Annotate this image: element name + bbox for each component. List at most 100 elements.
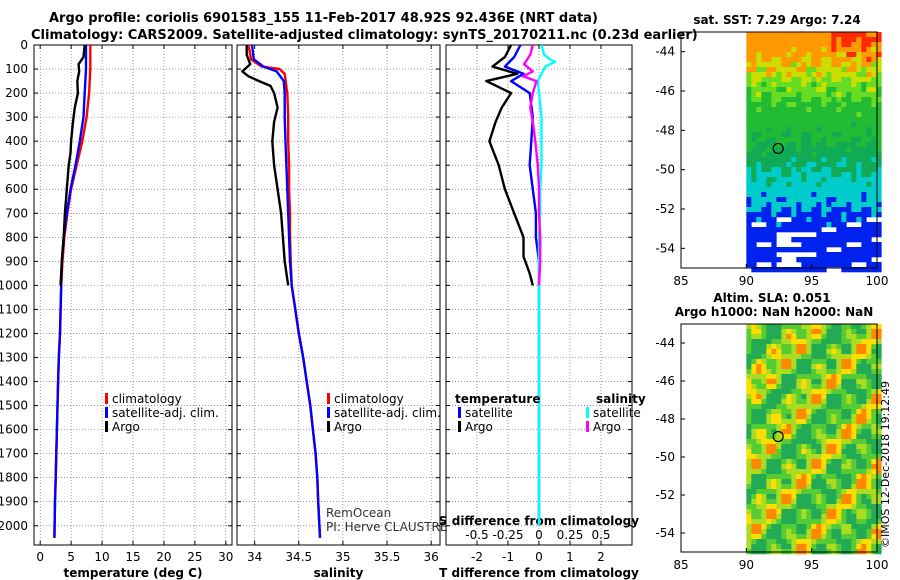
sla-cell [841, 509, 847, 515]
sst-cell [781, 82, 787, 88]
salinity-series-2 [241, 45, 290, 286]
sst-cell [791, 102, 797, 108]
sst-cell [766, 32, 772, 38]
sst-cell [866, 252, 872, 258]
sst-cell [806, 142, 812, 148]
sla-cell [761, 349, 767, 355]
sst-cell [811, 77, 817, 83]
sst-cell [811, 117, 817, 123]
sla-cell [781, 524, 787, 530]
sla-cell [791, 489, 797, 495]
sla-cell [786, 474, 792, 480]
sla-cell [751, 399, 757, 405]
sla-cell [856, 464, 862, 470]
sst-cell [751, 192, 757, 198]
temperature-legend-argo-label: Argo [112, 420, 140, 434]
sst-cell [861, 77, 867, 83]
sst-cell [781, 182, 787, 188]
sst-cell [876, 127, 882, 133]
sst-cell [791, 237, 797, 243]
sst-cell [841, 187, 847, 193]
sst-cell [781, 127, 787, 133]
sst-cell [766, 237, 772, 243]
sst-cell [801, 87, 807, 93]
sla-cell [801, 334, 807, 340]
sla-cell [826, 504, 832, 510]
sla-cell [771, 509, 777, 515]
sst-cell [786, 112, 792, 118]
sst-cell [761, 217, 767, 223]
sla-cell [821, 339, 827, 345]
sla-cell [816, 474, 822, 480]
sst-cell [836, 162, 842, 168]
sla-cell [801, 489, 807, 495]
sla-cell [801, 409, 807, 415]
sst-cell [776, 57, 782, 63]
sst-cell [771, 107, 777, 113]
sla-cell [786, 454, 792, 460]
sst-cell [761, 192, 767, 198]
sst-cell [756, 87, 762, 93]
sst-cell [836, 262, 842, 268]
sst-cell [871, 37, 877, 43]
sst-cell [806, 37, 812, 43]
sla-cell [826, 364, 832, 370]
sla-cell [781, 514, 787, 520]
sla-cell [766, 514, 772, 520]
sst-cell [746, 232, 752, 238]
sla-cell [841, 359, 847, 365]
sst-cell [826, 252, 832, 258]
difference-legend-t-satellite-swatch [458, 407, 461, 418]
sst-cell [871, 87, 877, 93]
sst-cell [841, 172, 847, 178]
sla-cell [771, 404, 777, 410]
sst-cell [866, 197, 872, 203]
sst-cell [836, 122, 842, 128]
sla-cell [796, 334, 802, 340]
sla-cell [796, 414, 802, 420]
sst-cell [841, 47, 847, 53]
sla-cell [806, 464, 812, 470]
sla-cell [801, 429, 807, 435]
sst-xtick-label: 95 [804, 274, 819, 288]
sst-cell [846, 82, 852, 88]
sla-cell [771, 434, 777, 440]
sst-cell [816, 107, 822, 113]
sla-cell [776, 394, 782, 400]
temperature-series-2 [59, 44, 86, 286]
sst-cell [876, 137, 882, 143]
sst-cell [851, 32, 857, 38]
sla-cell [771, 539, 777, 545]
sla-cell [871, 509, 877, 515]
sst-cell [856, 212, 862, 218]
sla-cell [796, 504, 802, 510]
sst-cell [771, 77, 777, 83]
sst-cell [786, 47, 792, 53]
sst-cell [801, 77, 807, 83]
sst-cell [876, 162, 882, 168]
sla-cell [746, 389, 752, 395]
sla-cell [761, 499, 767, 505]
sst-cell [846, 132, 852, 138]
sla-cell [766, 524, 772, 530]
sst-cell [836, 137, 842, 143]
sst-cell [751, 207, 757, 213]
sla-cell [786, 394, 792, 400]
sla-cell [876, 354, 882, 360]
sla-cell [756, 414, 762, 420]
sst-cell [761, 102, 767, 108]
sla-cell [851, 534, 857, 540]
sla-cell [866, 504, 872, 510]
sla-cell [836, 384, 842, 390]
sst-cell [821, 142, 827, 148]
sst-cell [836, 142, 842, 148]
sst-cell [826, 102, 832, 108]
sst-cell [771, 217, 777, 223]
sla-cell [771, 544, 777, 550]
sst-cell [846, 147, 852, 153]
sla-cell [776, 434, 782, 440]
salinity-tick-label: 34 [247, 550, 262, 564]
sla-cell [846, 464, 852, 470]
sst-cell [816, 202, 822, 208]
sla-cell [871, 379, 877, 385]
